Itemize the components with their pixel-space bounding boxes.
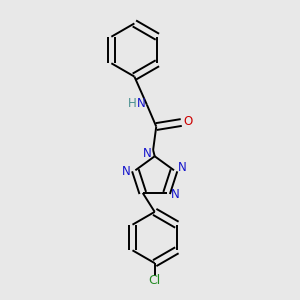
Text: N: N [137, 97, 146, 110]
Text: N: N [177, 161, 186, 174]
Text: O: O [184, 115, 193, 128]
Text: N: N [142, 147, 151, 160]
Text: N: N [171, 188, 180, 201]
Text: N: N [122, 165, 131, 178]
Text: H: H [128, 97, 136, 110]
Text: Cl: Cl [148, 274, 161, 287]
